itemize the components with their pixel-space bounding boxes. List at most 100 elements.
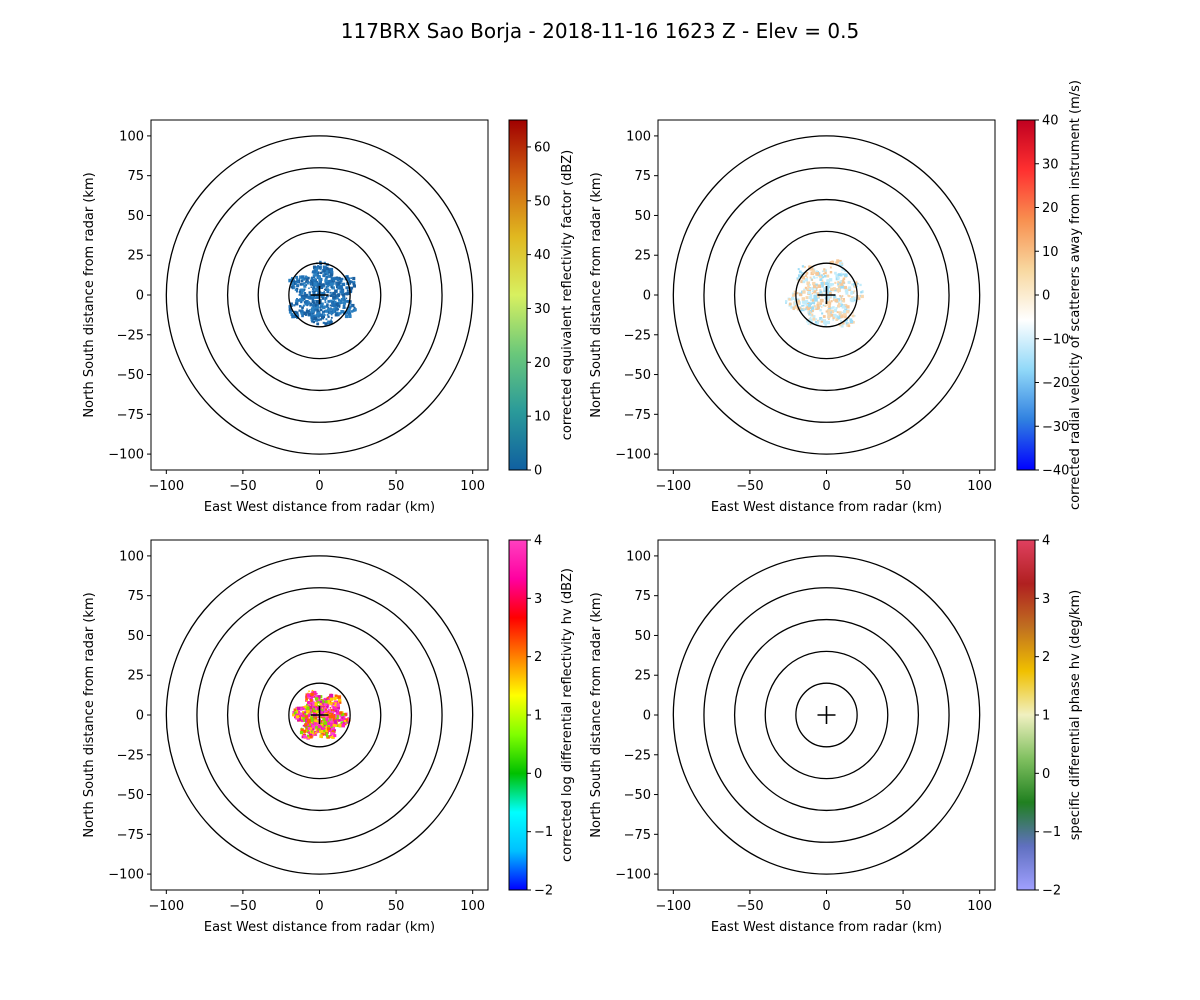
echo-gate bbox=[323, 286, 325, 288]
echo-gate bbox=[314, 716, 317, 720]
echo-gate bbox=[806, 281, 810, 286]
echo-gate bbox=[850, 290, 853, 293]
echo-gate bbox=[317, 722, 320, 725]
echo-gate bbox=[812, 271, 815, 274]
echo-gate bbox=[820, 319, 824, 323]
echo-gate bbox=[301, 734, 304, 736]
y-tick-label: 100 bbox=[626, 549, 651, 564]
echo-gate bbox=[829, 283, 833, 287]
echo-gate bbox=[850, 298, 854, 303]
echo-gate bbox=[317, 706, 321, 710]
echo-gate bbox=[345, 292, 349, 296]
colorbar-tick-label: 0 bbox=[534, 464, 542, 479]
echo-gate bbox=[315, 709, 319, 713]
echo-gate bbox=[327, 722, 330, 725]
echo-gate bbox=[323, 729, 326, 732]
echo-gate bbox=[351, 310, 354, 313]
echo-gate bbox=[293, 314, 297, 318]
echo-gate bbox=[300, 291, 304, 295]
echo-gate bbox=[308, 725, 312, 728]
echo-gate bbox=[309, 309, 311, 311]
echo-gate bbox=[791, 296, 795, 300]
echo-gate bbox=[831, 283, 834, 286]
echo-gate bbox=[323, 261, 326, 264]
echo-gate bbox=[304, 715, 308, 719]
echo-gate bbox=[830, 297, 832, 299]
echo-gate bbox=[347, 276, 349, 279]
echo-gate bbox=[290, 285, 294, 289]
echo-gate bbox=[298, 715, 301, 717]
echo-gate bbox=[811, 306, 815, 310]
echo-gate bbox=[831, 309, 835, 313]
echo-gate bbox=[318, 315, 320, 317]
echo-gate bbox=[316, 294, 320, 298]
echo-gate bbox=[305, 697, 308, 701]
echo-gate bbox=[802, 307, 805, 310]
echo-gate bbox=[852, 280, 854, 282]
colorbar-tick-label: 3 bbox=[534, 592, 542, 607]
echo-gate bbox=[837, 304, 840, 308]
echo-gate bbox=[320, 305, 323, 308]
echo-gate bbox=[317, 311, 321, 315]
echo-gate bbox=[804, 301, 808, 305]
echo-gate bbox=[809, 318, 813, 322]
echo-gate bbox=[343, 299, 347, 302]
echo-gate bbox=[323, 721, 328, 725]
echo-gate bbox=[315, 300, 320, 304]
echo-gate bbox=[320, 296, 323, 298]
echo-gate bbox=[820, 281, 824, 286]
echo-gate bbox=[845, 322, 848, 325]
echo-gate bbox=[301, 310, 304, 313]
echo-gate bbox=[322, 305, 326, 310]
echo-gate bbox=[334, 720, 338, 724]
echo-gate bbox=[290, 282, 294, 286]
echo-gate bbox=[312, 291, 316, 295]
echo-gate bbox=[343, 720, 346, 723]
echo-gate bbox=[813, 294, 817, 299]
echo-gate bbox=[288, 310, 292, 314]
echo-gate bbox=[810, 298, 814, 302]
radar-echo bbox=[785, 259, 864, 328]
echo-gate bbox=[827, 299, 830, 301]
echo-gate bbox=[797, 268, 800, 271]
colorbar-tick-label: 4 bbox=[1042, 534, 1050, 549]
echo-gate bbox=[334, 276, 338, 281]
echo-gate bbox=[308, 707, 311, 710]
echo-gate bbox=[341, 722, 344, 725]
echo-gate bbox=[335, 717, 339, 720]
echo-gate bbox=[840, 300, 843, 302]
echo-gate bbox=[341, 282, 346, 287]
echo-gate bbox=[829, 271, 833, 274]
echo-gate bbox=[338, 312, 341, 315]
echo-gate bbox=[324, 700, 328, 704]
colorbar-tick-label: 50 bbox=[534, 194, 551, 209]
echo-gate bbox=[325, 309, 329, 313]
echo-gate bbox=[331, 711, 334, 714]
echo-gate bbox=[331, 304, 334, 307]
echo-gate bbox=[819, 302, 823, 305]
echo-gate bbox=[835, 318, 838, 321]
echo-gate bbox=[310, 286, 312, 288]
echo-gate bbox=[324, 725, 328, 729]
echo-gate bbox=[823, 287, 825, 289]
echo-gate bbox=[839, 295, 841, 297]
echo-gate bbox=[307, 727, 311, 730]
echo-gate bbox=[306, 308, 308, 310]
echo-gate bbox=[312, 304, 315, 308]
range-ring-100km bbox=[672, 135, 981, 455]
range-ring-80km bbox=[703, 587, 950, 843]
echo-gate bbox=[315, 281, 319, 285]
echo-gate bbox=[829, 278, 833, 282]
echo-gate bbox=[310, 721, 313, 724]
echo-gate bbox=[301, 288, 305, 292]
echo-gate bbox=[332, 291, 336, 296]
echo-gate bbox=[307, 731, 310, 734]
echo-gate bbox=[305, 728, 308, 730]
echo-gate bbox=[312, 270, 314, 273]
echo-gate bbox=[322, 266, 326, 270]
echo-gate bbox=[826, 279, 830, 283]
echo-gate bbox=[836, 311, 839, 314]
echo-gate bbox=[835, 307, 838, 310]
echo-gate bbox=[325, 732, 328, 735]
